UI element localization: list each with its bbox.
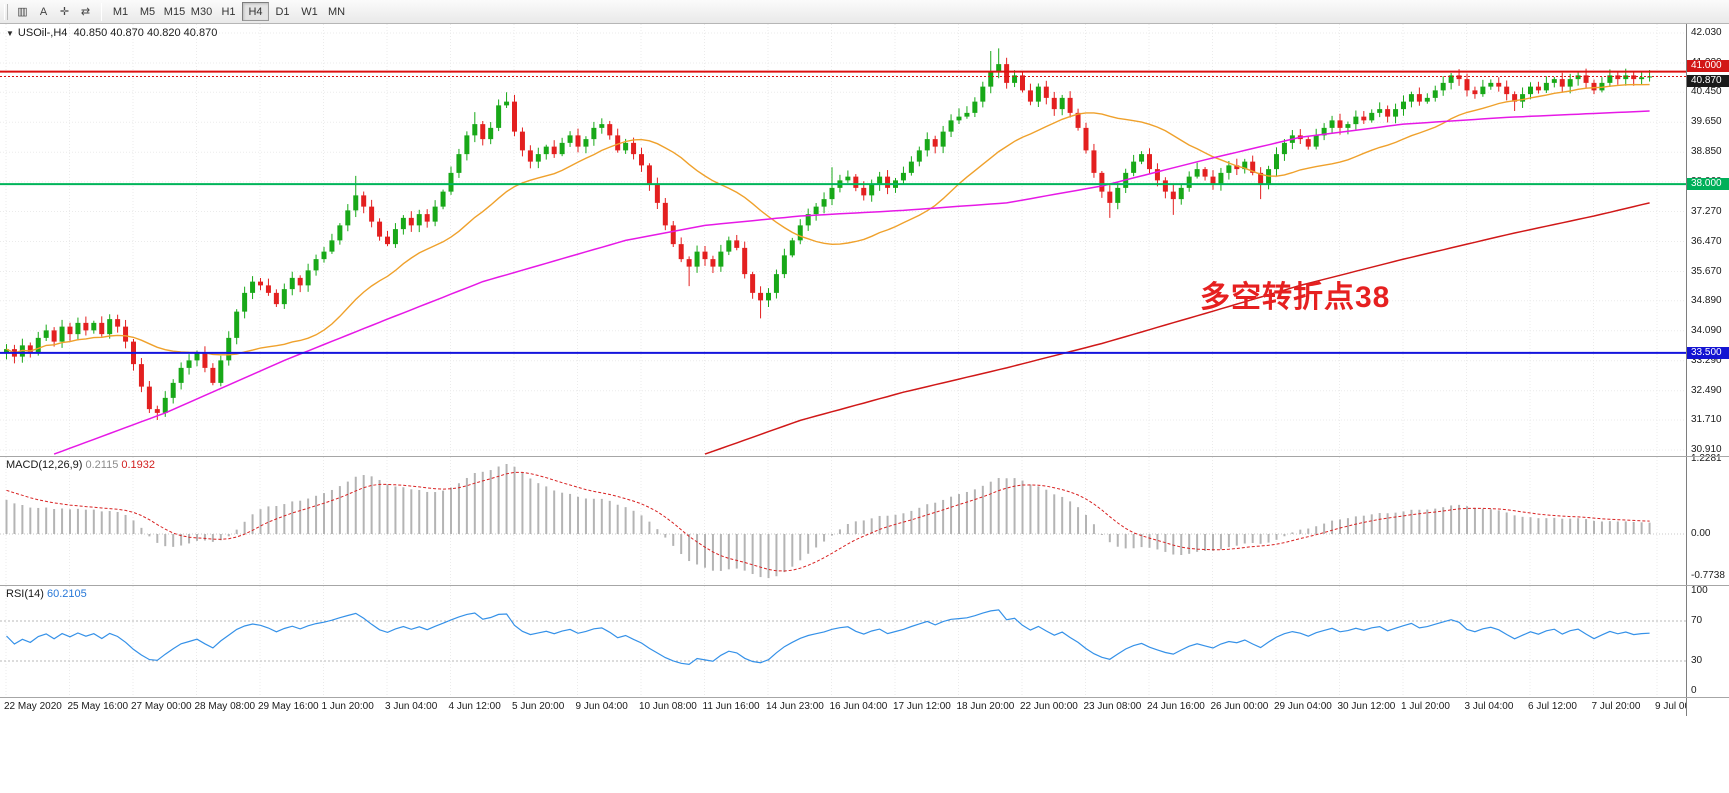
panel-separator[interactable] [0, 697, 1729, 698]
time-axis-label: 4 Jun 12:00 [448, 701, 501, 712]
ma-fast-line[interactable] [6, 83, 1650, 356]
time-axis[interactable]: 22 May 2020 25 May 16:00 27 May 00:00 28 Ma… [0, 698, 1704, 716]
time-axis-label: 5 Jun 20:00 [512, 701, 565, 712]
main-chart-panel[interactable]: ▼ USOil-,H4 40.850 40.870 40.820 40.870 多… [0, 24, 1686, 456]
rsi-line [6, 609, 1650, 666]
resistance-price-badge: 41.000 [1687, 59, 1729, 72]
timeframe-button-w1[interactable]: W1 [301, 5, 318, 18]
time-axis-label: 29 May 16:00 [258, 701, 319, 712]
panel-separator[interactable] [0, 585, 1729, 586]
time-axis-label: 17 Jun 12:00 [893, 701, 951, 712]
timeframe-button-m1[interactable]: M1 [112, 5, 129, 18]
dropdown-triangle-icon[interactable]: ▼ [6, 29, 14, 38]
axis-tick-label: 36.470 [1691, 235, 1722, 247]
time-axis-label: 9 Jul 00:00 [1655, 701, 1704, 712]
axis-tick-label: 33.290 [1691, 354, 1722, 366]
panel-separator[interactable] [0, 456, 1729, 457]
time-axis-label: 25 May 16:00 [67, 701, 129, 712]
timeframe-button-d1[interactable]: D1 [275, 5, 290, 18]
crosshair-icon[interactable]: ✛ [59, 6, 70, 18]
time-axis-label: 18 Jun 20:00 [956, 701, 1015, 712]
rsi-axis-label: 100 [1691, 585, 1708, 596]
axis-tick-label: 39.650 [1691, 116, 1722, 128]
axis-tick-label: 32.490 [1691, 384, 1722, 396]
axis-tick-label: 38.850 [1691, 146, 1722, 158]
axis-tick-label: 35.670 [1691, 265, 1722, 277]
ma-mid-line[interactable] [53, 110, 1650, 455]
price-chart-canvas[interactable] [0, 24, 1686, 456]
time-axis-label: 22 May 2020 [4, 701, 62, 712]
toolbar-separator [101, 2, 102, 21]
time-axis-label: 26 Jun 00:00 [1210, 701, 1269, 712]
symbol-label: USOil-,H4 [17, 27, 68, 39]
timeframe-button-m15[interactable]: M15 [163, 5, 186, 18]
macd-axis-label: -0.7738 [1691, 570, 1725, 582]
rsi-label: RSI(14) 60.2105 [6, 588, 87, 600]
axis-tick-label: 31.710 [1691, 414, 1722, 425]
text-label-icon[interactable]: A [39, 5, 48, 18]
toolbar-grip[interactable] [4, 3, 8, 20]
new-order-icon[interactable]: ▥ [17, 6, 28, 18]
ma-slow-line[interactable] [704, 202, 1650, 455]
time-axis-label: 11 Jun 16:00 [702, 701, 760, 712]
time-axis-label: 9 Jun 04:00 [575, 701, 628, 712]
time-axis-label: 23 Jun 08:00 [1083, 701, 1142, 712]
ohlc-quote-label: 40.850 40.870 40.820 40.870 [73, 27, 218, 39]
macd-axis-label: 0.00 [1691, 528, 1711, 539]
chart-grid [0, 24, 1686, 456]
rsi-value: 60.2105 [46, 588, 87, 600]
macd-signal-line [6, 471, 1650, 572]
timeframe-button-group: M1 M5 M15 M30 H1 H4 D1 W1 MN [107, 2, 350, 21]
chart-annotation-text[interactable]: 多空转折点38 [1200, 281, 1391, 314]
macd-label: MACD(12,26,9) 0.2115 0.1932 [6, 459, 156, 471]
time-axis-label: 3 Jul 04:00 [1464, 701, 1514, 712]
price-scale[interactable]: 42.03041.23040.45039.65038.85038.06037.2… [1686, 24, 1729, 716]
time-axis-label: 22 Jun 00:00 [1020, 701, 1078, 712]
macd-canvas[interactable] [0, 457, 1686, 585]
toolbar: ▥ A ✛ ⇄ M1 M5 M15 M30 H1 H4 D1 W1 MN [0, 0, 1729, 24]
time-axis-label: 28 May 08:00 [194, 701, 256, 712]
axis-tick-label: 40.450 [1691, 86, 1722, 98]
timeframe-button-m30[interactable]: M30 [190, 5, 213, 18]
timeframe-button-h1[interactable]: H1 [221, 5, 236, 18]
candles[interactable] [4, 48, 1653, 420]
time-axis-label: 3 Jun 04:00 [385, 701, 438, 712]
chart-title: ▼ USOil-,H4 40.850 40.870 40.820 40.870 [6, 27, 217, 39]
time-axis-label: 29 Jun 04:00 [1274, 701, 1332, 712]
rsi-panel[interactable]: RSI(14) 60.2105 [0, 586, 1686, 697]
time-axis-label: 16 Jun 04:00 [829, 701, 888, 712]
time-axis-label: 6 Jul 12:00 [1528, 701, 1577, 712]
macd-main-value: 0.2115 [85, 459, 119, 471]
rsi-axis-label: 30 [1691, 655, 1703, 666]
bottom-filler [0, 716, 1729, 793]
cycle-lines-icon[interactable]: ⇄ [80, 6, 91, 18]
axis-tick-label: 42.030 [1691, 27, 1722, 38]
axis-tick-label: 34.890 [1691, 294, 1722, 306]
rsi-canvas[interactable] [0, 586, 1686, 697]
support-335-badge: 33.500 [1687, 346, 1729, 359]
rsi-axis-label: 70 [1691, 615, 1703, 626]
macd-signal-value: 0.1932 [121, 459, 156, 471]
time-axis-label: 27 May 00:00 [131, 701, 192, 712]
axis-tick-label: 30.910 [1691, 444, 1722, 455]
time-axis-label: 10 Jun 08:00 [639, 701, 697, 712]
time-axis-label: 1 Jul 20:00 [1401, 701, 1450, 712]
axis-tick-label: 37.270 [1691, 205, 1722, 217]
timeframe-button-mn[interactable]: MN [327, 5, 346, 18]
timeframe-button-h4[interactable]: H4 [242, 2, 269, 21]
timeframe-button-m5[interactable]: M5 [139, 5, 156, 18]
bid-price-badge: 40.870 [1687, 74, 1729, 87]
time-axis-label: 1 Jun 20:00 [321, 701, 374, 712]
time-axis-label: 24 Jun 16:00 [1147, 701, 1205, 712]
time-axis-label: 14 Jun 23:00 [766, 701, 824, 712]
rsi-axis-label: 0 [1691, 685, 1697, 696]
axis-tick-label: 34.090 [1691, 324, 1722, 336]
support-38-badge: 38.000 [1687, 178, 1729, 191]
time-axis-label: 30 Jun 12:00 [1337, 701, 1396, 712]
macd-axis-label: 1.2281 [1691, 452, 1722, 464]
macd-histogram [5, 463, 1651, 579]
time-axis-label: 7 Jul 20:00 [1591, 701, 1641, 712]
macd-panel[interactable]: MACD(12,26,9) 0.2115 0.1932 [0, 457, 1686, 585]
